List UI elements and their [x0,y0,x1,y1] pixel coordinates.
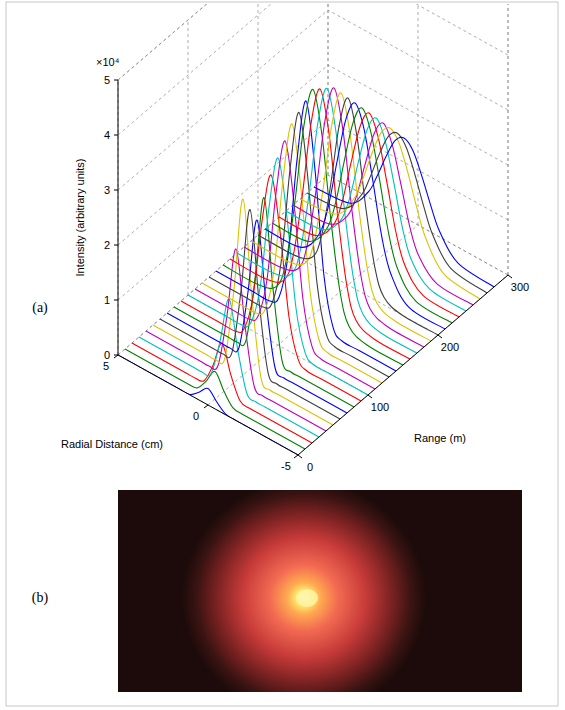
box-edge [508,4,509,275]
axis-range [298,275,508,455]
tick-label: 100 [371,401,389,413]
axes: -5050100200300012345×10⁴Intensity (arbit… [61,56,529,473]
grid [118,4,508,455]
tick [204,405,208,408]
intensity-trace [167,220,347,413]
tick [114,245,118,246]
grid-line [118,4,328,80]
beam-glow [182,490,426,692]
grid-line [508,4,509,275]
intensity-trace [230,89,410,359]
intensity-trace [314,137,494,287]
intensity-trace [146,249,326,431]
tick [114,355,118,358]
intensity-trace [272,108,452,323]
tick [114,355,118,356]
grid-line [328,10,508,110]
tick-label: 3 [104,184,110,196]
tick-label: 5 [103,360,109,372]
tick [114,80,118,81]
tick [114,135,118,136]
intensity-trace [251,93,431,341]
axis-intensity [118,80,119,355]
intensity-trace [293,123,473,305]
tick-label: -5 [281,460,291,472]
grid-line [118,65,328,245]
beam-core [296,589,318,607]
axis-title: Radial Distance (cm) [61,438,163,450]
tick [298,455,302,458]
intensity-trace [153,199,333,425]
tick-label: 5 [104,74,110,86]
intensity-trace [244,88,424,347]
intensity-trace [216,101,396,371]
intensity-trace [209,112,389,377]
tick [294,455,298,458]
intensity-trace [125,349,305,449]
intensity-trace [307,132,487,293]
intensity-trace [279,113,459,317]
traces [118,88,494,455]
tick [114,300,118,301]
tick [508,275,512,278]
tick-label: 0 [307,461,313,473]
grid-line [328,4,508,55]
box-edge [118,4,328,80]
tick-label: 0 [193,410,199,422]
tick-label: 300 [511,281,529,293]
grid-line [258,4,259,235]
tick [368,395,372,398]
photo [118,490,522,692]
tick-label: 200 [441,341,459,353]
tick-label: 0 [104,349,110,361]
intensity-trace [286,118,466,311]
tick [114,190,118,191]
figure: (a)(b)-5050100200300012345×10⁴Intensity … [0,0,565,710]
grid-line [298,275,508,455]
tick-label: 1 [104,294,110,306]
axis-title: Intensity (arbitrary units) [74,159,86,277]
intensity-trace [202,124,382,383]
grid-line [118,80,119,355]
intensity-trace [300,127,480,299]
grid-line [118,4,328,135]
axis-title: Range (m) [414,432,466,444]
tick-label: 2 [104,239,110,251]
tick [438,335,442,338]
intensity-trace [188,158,368,395]
grid-line [328,175,508,275]
intensity-trace [258,98,438,335]
axis-multiplier: ×10⁴ [96,56,120,68]
grid-line [188,20,189,295]
beam-photo [118,480,522,710]
intensity-trace [132,343,312,443]
grid-line [328,175,508,275]
intensity-trace [265,103,445,329]
panel-label: (a) [32,300,48,316]
panel-label: (b) [32,590,49,606]
tick-label: 4 [104,129,110,141]
grid-line [328,65,508,165]
